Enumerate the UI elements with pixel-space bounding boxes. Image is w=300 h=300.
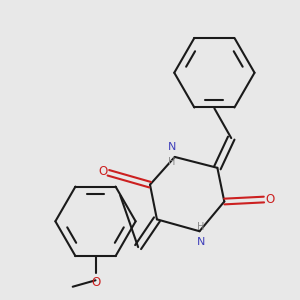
Text: N: N xyxy=(168,142,176,152)
Text: H: H xyxy=(168,157,176,166)
Text: O: O xyxy=(265,193,274,206)
Text: O: O xyxy=(91,276,100,289)
Text: O: O xyxy=(98,165,108,178)
Text: H: H xyxy=(197,221,205,232)
Text: N: N xyxy=(197,237,205,247)
